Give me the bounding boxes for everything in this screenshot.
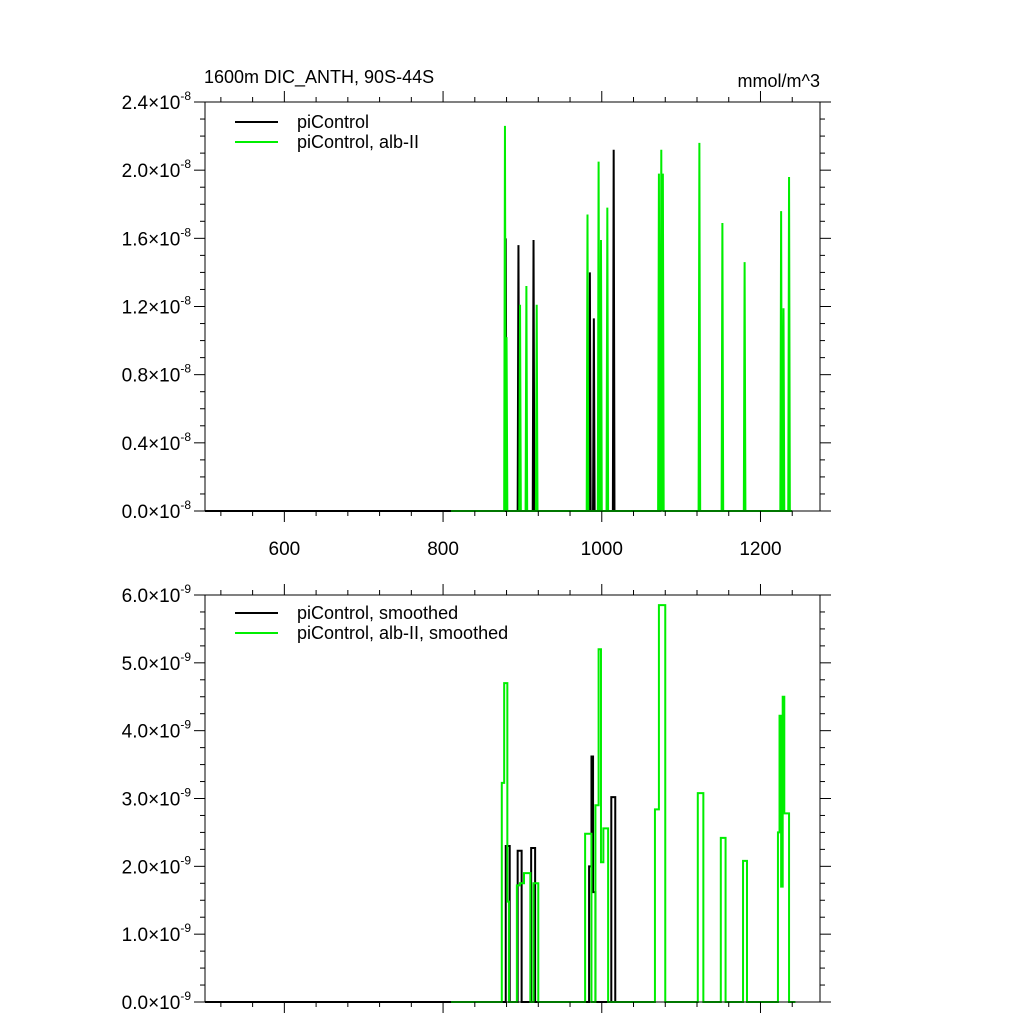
top-legend-label-0: piControl bbox=[297, 112, 369, 132]
bottom-plot-frame bbox=[204, 594, 821, 1003]
top-y-tick-label: 0.8×10-8 bbox=[122, 362, 192, 387]
bottom-series-0-line bbox=[205, 755, 620, 1003]
top-y-tick-label: 0.0×10-8 bbox=[122, 498, 192, 523]
top-y-tick-label: 2.0×10-8 bbox=[122, 157, 192, 182]
top-y-tick-label: 1.2×10-8 bbox=[122, 294, 192, 319]
bottom-legend-label-0: piControl, smoothed bbox=[297, 603, 458, 623]
bottom-y-tick-label: 0.0×10-9 bbox=[122, 989, 192, 1014]
top-legend-label-1: piControl, alb-II bbox=[297, 132, 419, 152]
top-panel: 1600m DIC_ANTH, 90S-44S mmol/m^3 600 800 1… bbox=[122, 67, 831, 560]
bottom-y-tick-label: 3.0×10-9 bbox=[122, 786, 192, 811]
top-x-tick-label: 1200 bbox=[739, 539, 781, 560]
bottom-y-tick-label: 1.0×10-9 bbox=[122, 921, 192, 946]
top-panel-title-left: 1600m DIC_ANTH, 90S-44S bbox=[204, 67, 434, 88]
top-x-tick-label: 1000 bbox=[581, 539, 623, 560]
bottom-panel: 0.0×10-9 1.0×10-9 2.0×10-9 3.0×10-9 4.0×10-9… bbox=[122, 582, 831, 1014]
top-series-1-line bbox=[451, 125, 793, 512]
top-y-tick-label: 1.6×10-8 bbox=[122, 225, 192, 250]
bottom-series-1-line bbox=[451, 604, 796, 1003]
top-x-tick-label: 800 bbox=[427, 539, 459, 560]
top-series-0-line bbox=[205, 149, 618, 512]
bottom-y-tick-label: 2.0×10-9 bbox=[122, 853, 192, 878]
bottom-y-tick-label: 4.0×10-9 bbox=[122, 718, 192, 743]
top-y-tick-label: 0.4×10-8 bbox=[122, 430, 192, 455]
top-plot-frame bbox=[204, 101, 821, 512]
top-y-tick-label: 2.4×10-8 bbox=[122, 89, 192, 114]
bottom-legend-label-1: piControl, alb-II, smoothed bbox=[297, 623, 508, 643]
top-panel-title-right: mmol/m^3 bbox=[738, 71, 820, 91]
top-x-tick-label: 600 bbox=[269, 539, 301, 560]
bottom-y-tick-label: 6.0×10-9 bbox=[122, 582, 192, 607]
bottom-y-tick-label: 5.0×10-9 bbox=[122, 650, 192, 675]
